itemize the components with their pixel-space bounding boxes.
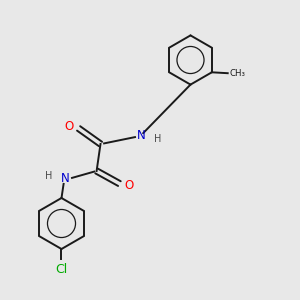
Text: H: H	[45, 171, 52, 181]
Text: O: O	[64, 120, 73, 134]
Text: N: N	[61, 172, 70, 185]
Text: CH₃: CH₃	[230, 69, 246, 78]
Text: Cl: Cl	[56, 263, 68, 276]
Text: N: N	[137, 129, 146, 142]
Text: H: H	[154, 134, 162, 144]
Text: O: O	[125, 178, 134, 192]
